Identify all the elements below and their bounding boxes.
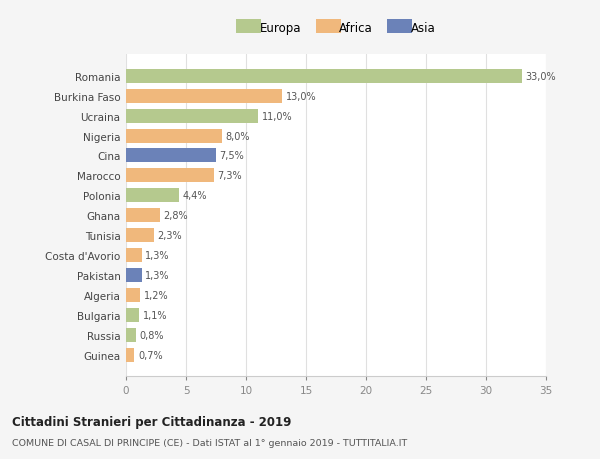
Text: 13,0%: 13,0% <box>286 91 316 101</box>
Text: 1,2%: 1,2% <box>144 290 169 300</box>
Text: 1,3%: 1,3% <box>145 270 170 280</box>
Bar <box>126 109 258 123</box>
Bar <box>126 70 522 84</box>
Text: 7,3%: 7,3% <box>217 171 242 181</box>
Text: 8,0%: 8,0% <box>226 131 250 141</box>
Bar <box>126 129 222 143</box>
Bar <box>126 308 139 322</box>
Text: 11,0%: 11,0% <box>262 112 292 121</box>
Text: COMUNE DI CASAL DI PRINCIPE (CE) - Dati ISTAT al 1° gennaio 2019 - TUTTITALIA.IT: COMUNE DI CASAL DI PRINCIPE (CE) - Dati … <box>12 438 407 448</box>
Bar <box>126 328 136 342</box>
Text: 33,0%: 33,0% <box>526 72 556 82</box>
Text: 2,8%: 2,8% <box>163 211 188 221</box>
Text: 0,8%: 0,8% <box>139 330 164 340</box>
Text: 1,3%: 1,3% <box>145 251 170 260</box>
Text: 2,3%: 2,3% <box>157 230 182 241</box>
Bar <box>126 149 216 163</box>
Bar <box>126 169 214 183</box>
Bar <box>126 248 142 263</box>
Text: 4,4%: 4,4% <box>182 191 207 201</box>
Text: 0,7%: 0,7% <box>138 350 163 360</box>
Legend: Europa, Africa, Asia: Europa, Africa, Asia <box>236 22 436 35</box>
Bar <box>126 209 160 223</box>
Bar <box>126 288 140 302</box>
Text: 1,1%: 1,1% <box>143 310 167 320</box>
Bar <box>126 189 179 203</box>
Bar <box>126 229 154 242</box>
Text: 7,5%: 7,5% <box>220 151 244 161</box>
Text: Cittadini Stranieri per Cittadinanza - 2019: Cittadini Stranieri per Cittadinanza - 2… <box>12 415 292 428</box>
Bar <box>126 269 142 282</box>
Bar <box>126 90 282 103</box>
Bar <box>126 348 134 362</box>
